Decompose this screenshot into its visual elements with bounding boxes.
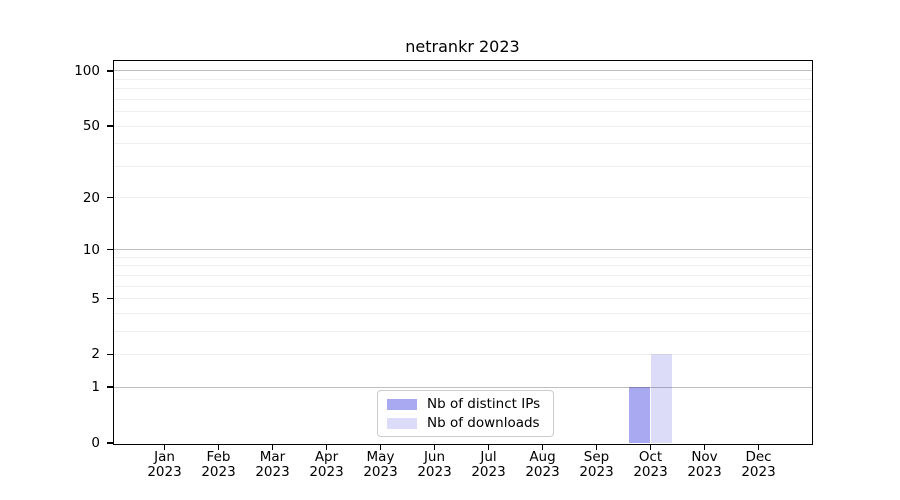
y-tick-label-1: 1 — [91, 379, 100, 396]
y-tick-50 — [106, 125, 114, 127]
y-tick-20 — [106, 196, 114, 199]
y-tick-label-50: 50 — [82, 118, 100, 135]
gridline-major-10 — [113, 249, 812, 251]
x-tick-label-jun: Jun 2023 — [407, 450, 463, 480]
x-tick-feb — [217, 444, 220, 450]
gridline-minor-3 — [113, 330, 812, 332]
x-label-year: 2023 — [363, 464, 398, 480]
gridline-minor-6 — [113, 285, 812, 287]
x-tick-label-jul: Jul 2023 — [461, 450, 517, 480]
x-tick-label-aug: Aug 2023 — [515, 450, 571, 480]
y-tick-5 — [106, 297, 114, 300]
y-tick-0 — [106, 442, 114, 444]
x-tick-label-may: May 2023 — [353, 450, 409, 480]
x-label-month: Aug — [529, 449, 556, 465]
x-tick-label-oct: Oct 2023 — [623, 450, 679, 480]
x-tick-label-mar: Mar 2023 — [245, 450, 301, 480]
gridline-minor-7 — [113, 274, 812, 276]
x-label-month: Mar — [259, 449, 286, 465]
x-label-month: Nov — [691, 449, 718, 465]
x-label-year: 2023 — [417, 464, 452, 480]
gridline-minor-70 — [113, 98, 812, 100]
x-tick-oct — [649, 444, 652, 450]
x-label-year: 2023 — [255, 464, 290, 480]
x-label-year: 2023 — [147, 464, 182, 480]
x-tick-label-dec: Dec 2023 — [731, 450, 787, 480]
x-tick-jun — [433, 444, 436, 450]
legend-swatch-downloads — [387, 417, 417, 429]
gridline-minor-50 — [113, 125, 812, 127]
x-tick-label-nov: Nov 2023 — [677, 450, 733, 480]
x-label-month: Oct — [638, 449, 663, 465]
gridline-minor-20 — [113, 197, 812, 199]
y-tick-label-10: 10 — [82, 241, 100, 258]
x-tick-aug — [541, 444, 544, 450]
legend-item-distinct-ips: Nb of distinct IPs — [387, 396, 544, 412]
plot-spines — [112, 59, 813, 445]
x-label-year: 2023 — [633, 464, 668, 480]
x-label-month: Jan — [154, 449, 175, 465]
x-tick-label-jan: Jan 2023 — [137, 450, 193, 480]
legend-swatch-distinct-ips — [387, 398, 417, 410]
x-tick-dec — [757, 444, 760, 450]
x-label-year: 2023 — [579, 464, 614, 480]
chart-title: netrankr 2023 — [405, 37, 520, 56]
gridline-minor-4 — [113, 312, 812, 314]
x-tick-label-apr: Apr 2023 — [299, 450, 355, 480]
x-label-year: 2023 — [741, 464, 776, 480]
gridline-minor-90 — [113, 78, 812, 80]
y-tick-label-2: 2 — [91, 346, 100, 363]
x-label-month: Feb — [206, 449, 231, 465]
x-label-month: Sep — [583, 449, 610, 465]
x-tick-jul — [487, 444, 490, 450]
gridline-minor-2 — [113, 353, 812, 355]
y-tick-label-100: 100 — [74, 62, 100, 79]
x-tick-mar — [271, 444, 274, 450]
x-tick-nov — [703, 444, 706, 450]
y-tick-1 — [106, 386, 114, 388]
x-tick-may — [379, 444, 382, 450]
gridline-minor-8 — [113, 265, 812, 267]
x-label-month: Dec — [745, 449, 772, 465]
x-tick-sep — [595, 444, 598, 450]
x-tick-label-sep: Sep 2023 — [569, 450, 625, 480]
x-label-year: 2023 — [525, 464, 560, 480]
y-tick-10 — [106, 248, 114, 251]
x-label-month: May — [366, 449, 395, 465]
gridline-minor-5 — [113, 298, 812, 300]
x-tick-label-feb: Feb 2023 — [191, 450, 247, 480]
x-label-year: 2023 — [309, 464, 344, 480]
legend-label-downloads: Nb of downloads — [427, 415, 540, 431]
legend-item-downloads: Nb of downloads — [387, 415, 544, 431]
gridline-major-100 — [113, 70, 812, 72]
legend: Nb of distinct IPs Nb of downloads — [377, 390, 554, 437]
x-label-month: Jun — [423, 449, 446, 465]
gridline-minor-9 — [113, 256, 812, 258]
x-label-month: Jul — [480, 449, 497, 465]
x-label-year: 2023 — [201, 464, 236, 480]
bar-downloads-oct — [650, 354, 673, 443]
y-tick-100 — [106, 70, 114, 72]
legend-label-distinct-ips: Nb of distinct IPs — [427, 396, 541, 412]
y-tick-label-0: 0 — [91, 435, 100, 451]
gridline-minor-30 — [113, 165, 812, 167]
gridline-minor-60 — [113, 111, 812, 113]
x-label-year: 2023 — [687, 464, 722, 480]
gridline-minor-80 — [113, 88, 812, 90]
y-tick-label-20: 20 — [82, 189, 100, 206]
x-tick-jan — [163, 444, 166, 450]
x-label-month: Apr — [314, 449, 339, 465]
gridline-major-1 — [113, 386, 812, 388]
bar-distinct-ips-oct — [628, 387, 651, 443]
y-tick-2 — [106, 353, 114, 356]
x-label-year: 2023 — [471, 464, 506, 480]
gridline-minor-40 — [113, 143, 812, 145]
y-tick-label-5: 5 — [91, 290, 100, 307]
x-tick-apr — [325, 444, 328, 450]
